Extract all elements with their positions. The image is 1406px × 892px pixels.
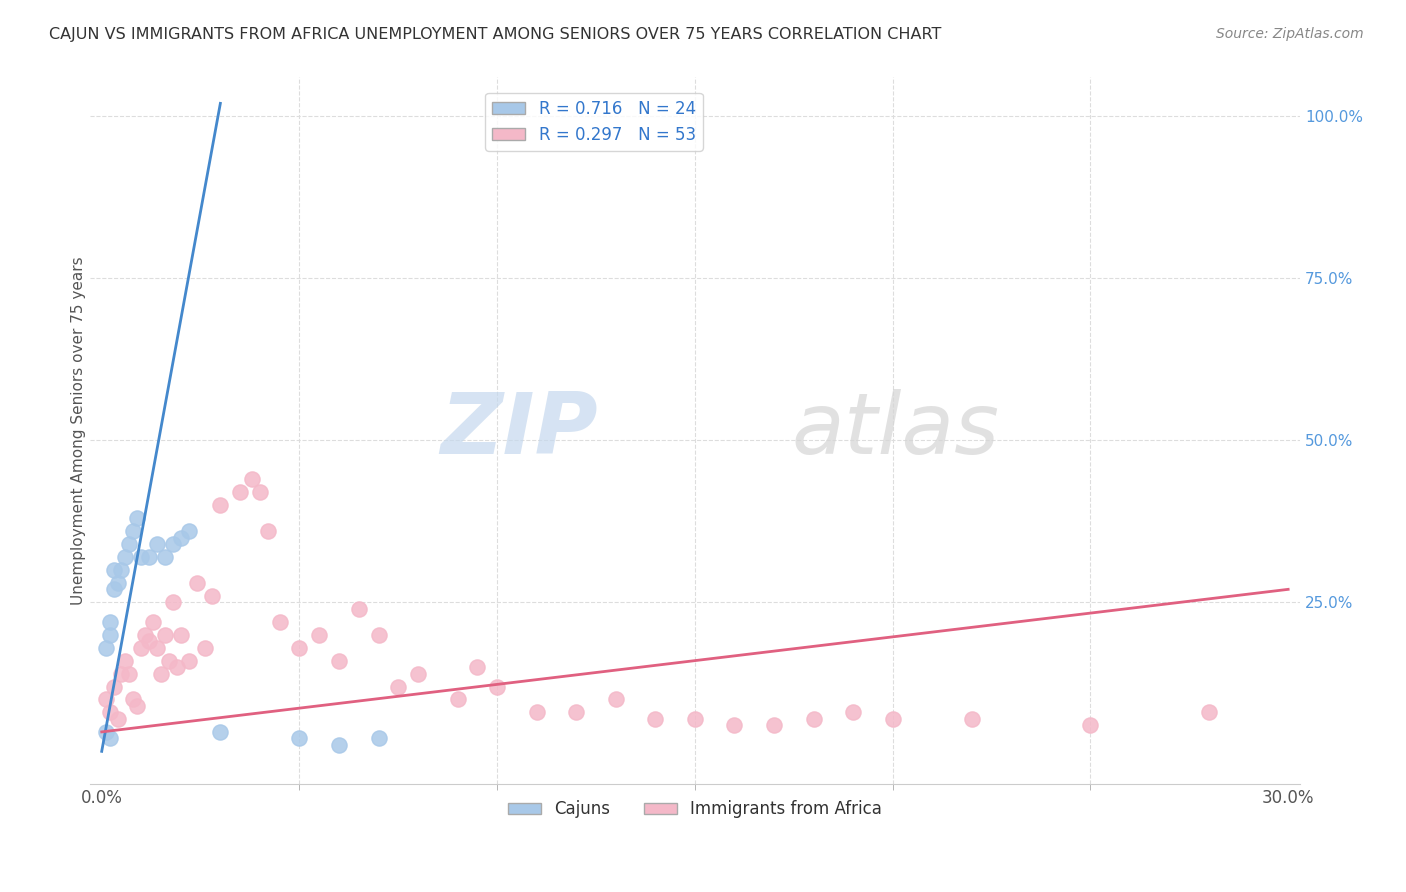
Point — [134, 628, 156, 642]
Point — [960, 712, 983, 726]
Point — [683, 712, 706, 726]
Point — [146, 640, 169, 655]
Point — [114, 549, 136, 564]
Point — [129, 549, 152, 564]
Point — [201, 589, 224, 603]
Point — [803, 712, 825, 726]
Point — [127, 511, 149, 525]
Point — [209, 498, 232, 512]
Point — [94, 692, 117, 706]
Point — [1080, 718, 1102, 732]
Point — [467, 660, 489, 674]
Point — [605, 692, 627, 706]
Point — [256, 524, 278, 538]
Point — [127, 698, 149, 713]
Point — [138, 549, 160, 564]
Text: atlas: atlas — [792, 389, 1000, 472]
Point — [249, 485, 271, 500]
Point — [882, 712, 904, 726]
Point — [288, 731, 311, 746]
Point — [406, 666, 429, 681]
Point — [114, 654, 136, 668]
Point — [142, 615, 165, 629]
Text: ZIP: ZIP — [440, 389, 598, 472]
Point — [240, 472, 263, 486]
Point — [162, 537, 184, 551]
Point — [153, 628, 176, 642]
Point — [94, 640, 117, 655]
Point — [387, 680, 409, 694]
Point — [150, 666, 173, 681]
Point — [1198, 706, 1220, 720]
Point — [118, 666, 141, 681]
Point — [723, 718, 745, 732]
Point — [186, 575, 208, 590]
Point — [347, 601, 370, 615]
Point — [138, 634, 160, 648]
Point — [170, 628, 193, 642]
Point — [763, 718, 786, 732]
Point — [308, 628, 330, 642]
Point — [170, 531, 193, 545]
Point — [94, 725, 117, 739]
Text: CAJUN VS IMMIGRANTS FROM AFRICA UNEMPLOYMENT AMONG SENIORS OVER 75 YEARS CORRELA: CAJUN VS IMMIGRANTS FROM AFRICA UNEMPLOY… — [49, 27, 942, 42]
Y-axis label: Unemployment Among Seniors over 75 years: Unemployment Among Seniors over 75 years — [72, 256, 86, 605]
Point — [526, 706, 548, 720]
Point — [328, 738, 350, 752]
Point — [166, 660, 188, 674]
Point — [157, 654, 180, 668]
Point — [486, 680, 509, 694]
Point — [288, 640, 311, 655]
Point — [129, 640, 152, 655]
Text: Source: ZipAtlas.com: Source: ZipAtlas.com — [1216, 27, 1364, 41]
Point — [122, 692, 145, 706]
Point — [118, 537, 141, 551]
Point — [177, 654, 200, 668]
Legend: Cajuns, Immigrants from Africa: Cajuns, Immigrants from Africa — [501, 794, 889, 825]
Point — [122, 524, 145, 538]
Point — [328, 654, 350, 668]
Point — [98, 615, 121, 629]
Point — [446, 692, 468, 706]
Point — [146, 537, 169, 551]
Point — [565, 706, 588, 720]
Point — [107, 712, 129, 726]
Point — [153, 549, 176, 564]
Point — [98, 628, 121, 642]
Point — [177, 524, 200, 538]
Point — [367, 628, 389, 642]
Point — [842, 706, 865, 720]
Point — [110, 666, 132, 681]
Point — [162, 595, 184, 609]
Point — [103, 563, 125, 577]
Point — [269, 615, 291, 629]
Point — [229, 485, 252, 500]
Point — [367, 731, 389, 746]
Point — [644, 712, 666, 726]
Point — [98, 706, 121, 720]
Point — [103, 582, 125, 597]
Point — [107, 575, 129, 590]
Point — [209, 725, 232, 739]
Point — [193, 640, 215, 655]
Point — [110, 563, 132, 577]
Point — [103, 680, 125, 694]
Point — [98, 731, 121, 746]
